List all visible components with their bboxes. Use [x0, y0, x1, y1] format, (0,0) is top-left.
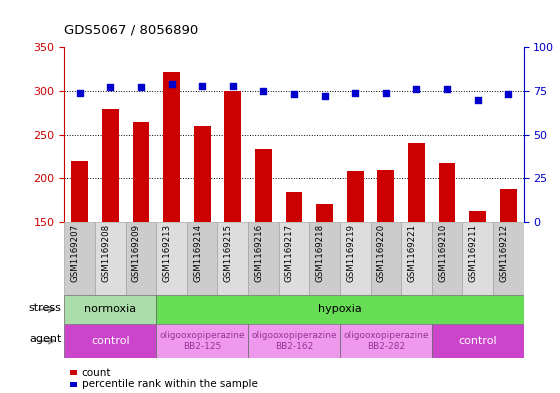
Bar	[217, 222, 248, 295]
Text: GSM1169216: GSM1169216	[254, 224, 263, 282]
Point	[167, 81, 176, 87]
Bar	[64, 324, 156, 358]
Bar	[463, 222, 493, 295]
Bar	[95, 222, 125, 295]
Bar	[279, 222, 309, 295]
Text: oligooxopiperazine
BB2-282: oligooxopiperazine BB2-282	[343, 331, 428, 351]
Bar	[102, 109, 119, 222]
Bar	[70, 382, 77, 387]
Bar	[340, 324, 432, 358]
Bar	[133, 122, 150, 222]
Bar	[438, 163, 455, 222]
Text: GSM1169207: GSM1169207	[71, 224, 80, 282]
Bar	[309, 222, 340, 295]
Text: GSM1169219: GSM1169219	[346, 224, 355, 282]
Point	[106, 84, 115, 90]
Bar	[71, 161, 88, 222]
Point	[351, 90, 360, 96]
Bar	[156, 324, 248, 358]
Point	[137, 84, 146, 90]
Bar	[340, 222, 371, 295]
Point	[381, 90, 390, 96]
Text: normoxia: normoxia	[84, 305, 137, 314]
Bar	[64, 222, 95, 295]
Text: GSM1169221: GSM1169221	[408, 224, 417, 282]
Text: GSM1169210: GSM1169210	[438, 224, 447, 282]
Text: GSM1169208: GSM1169208	[101, 224, 110, 282]
Bar	[156, 222, 187, 295]
Text: oligooxopiperazine
BB2-162: oligooxopiperazine BB2-162	[251, 331, 337, 351]
Bar	[432, 222, 463, 295]
Bar	[125, 222, 156, 295]
Text: GSM1169220: GSM1169220	[377, 224, 386, 282]
Bar	[156, 295, 524, 324]
Text: count: count	[82, 367, 111, 378]
Text: hypoxia: hypoxia	[318, 305, 362, 314]
Text: oligooxopiperazine
BB2-125: oligooxopiperazine BB2-125	[160, 331, 245, 351]
Bar	[408, 143, 425, 222]
Bar	[469, 211, 486, 222]
Bar	[371, 222, 401, 295]
Bar	[163, 72, 180, 222]
Point	[504, 91, 513, 97]
Text: GSM1169212: GSM1169212	[500, 224, 508, 282]
Text: control: control	[91, 336, 129, 346]
Point	[75, 90, 84, 96]
Text: control: control	[459, 336, 497, 346]
Point	[442, 86, 451, 92]
Text: GSM1169215: GSM1169215	[224, 224, 233, 282]
Text: GSM1169214: GSM1169214	[193, 224, 202, 282]
Bar	[248, 324, 340, 358]
Bar	[347, 171, 363, 222]
Bar	[316, 204, 333, 222]
Text: GSM1169213: GSM1169213	[162, 224, 171, 282]
Bar	[64, 295, 156, 324]
Bar	[286, 192, 302, 222]
Point	[259, 88, 268, 94]
Point	[320, 93, 329, 99]
Point	[412, 86, 421, 92]
Bar	[225, 91, 241, 222]
Bar	[70, 370, 77, 375]
Text: GDS5067 / 8056890: GDS5067 / 8056890	[64, 24, 199, 37]
Bar	[248, 222, 279, 295]
Bar	[377, 171, 394, 222]
Point	[228, 83, 237, 89]
Bar	[432, 324, 524, 358]
Bar	[500, 189, 517, 222]
Bar	[493, 222, 524, 295]
Text: stress: stress	[29, 303, 62, 313]
Bar	[401, 222, 432, 295]
Bar	[194, 126, 211, 222]
Bar	[255, 149, 272, 222]
Text: GSM1169211: GSM1169211	[469, 224, 478, 282]
Point	[473, 96, 482, 103]
Text: percentile rank within the sample: percentile rank within the sample	[82, 379, 258, 389]
Text: GSM1169217: GSM1169217	[285, 224, 294, 282]
Point	[198, 83, 207, 89]
Text: agent: agent	[29, 334, 62, 344]
Text: GSM1169218: GSM1169218	[316, 224, 325, 282]
Bar	[187, 222, 217, 295]
Text: GSM1169209: GSM1169209	[132, 224, 141, 282]
Point	[290, 91, 298, 97]
